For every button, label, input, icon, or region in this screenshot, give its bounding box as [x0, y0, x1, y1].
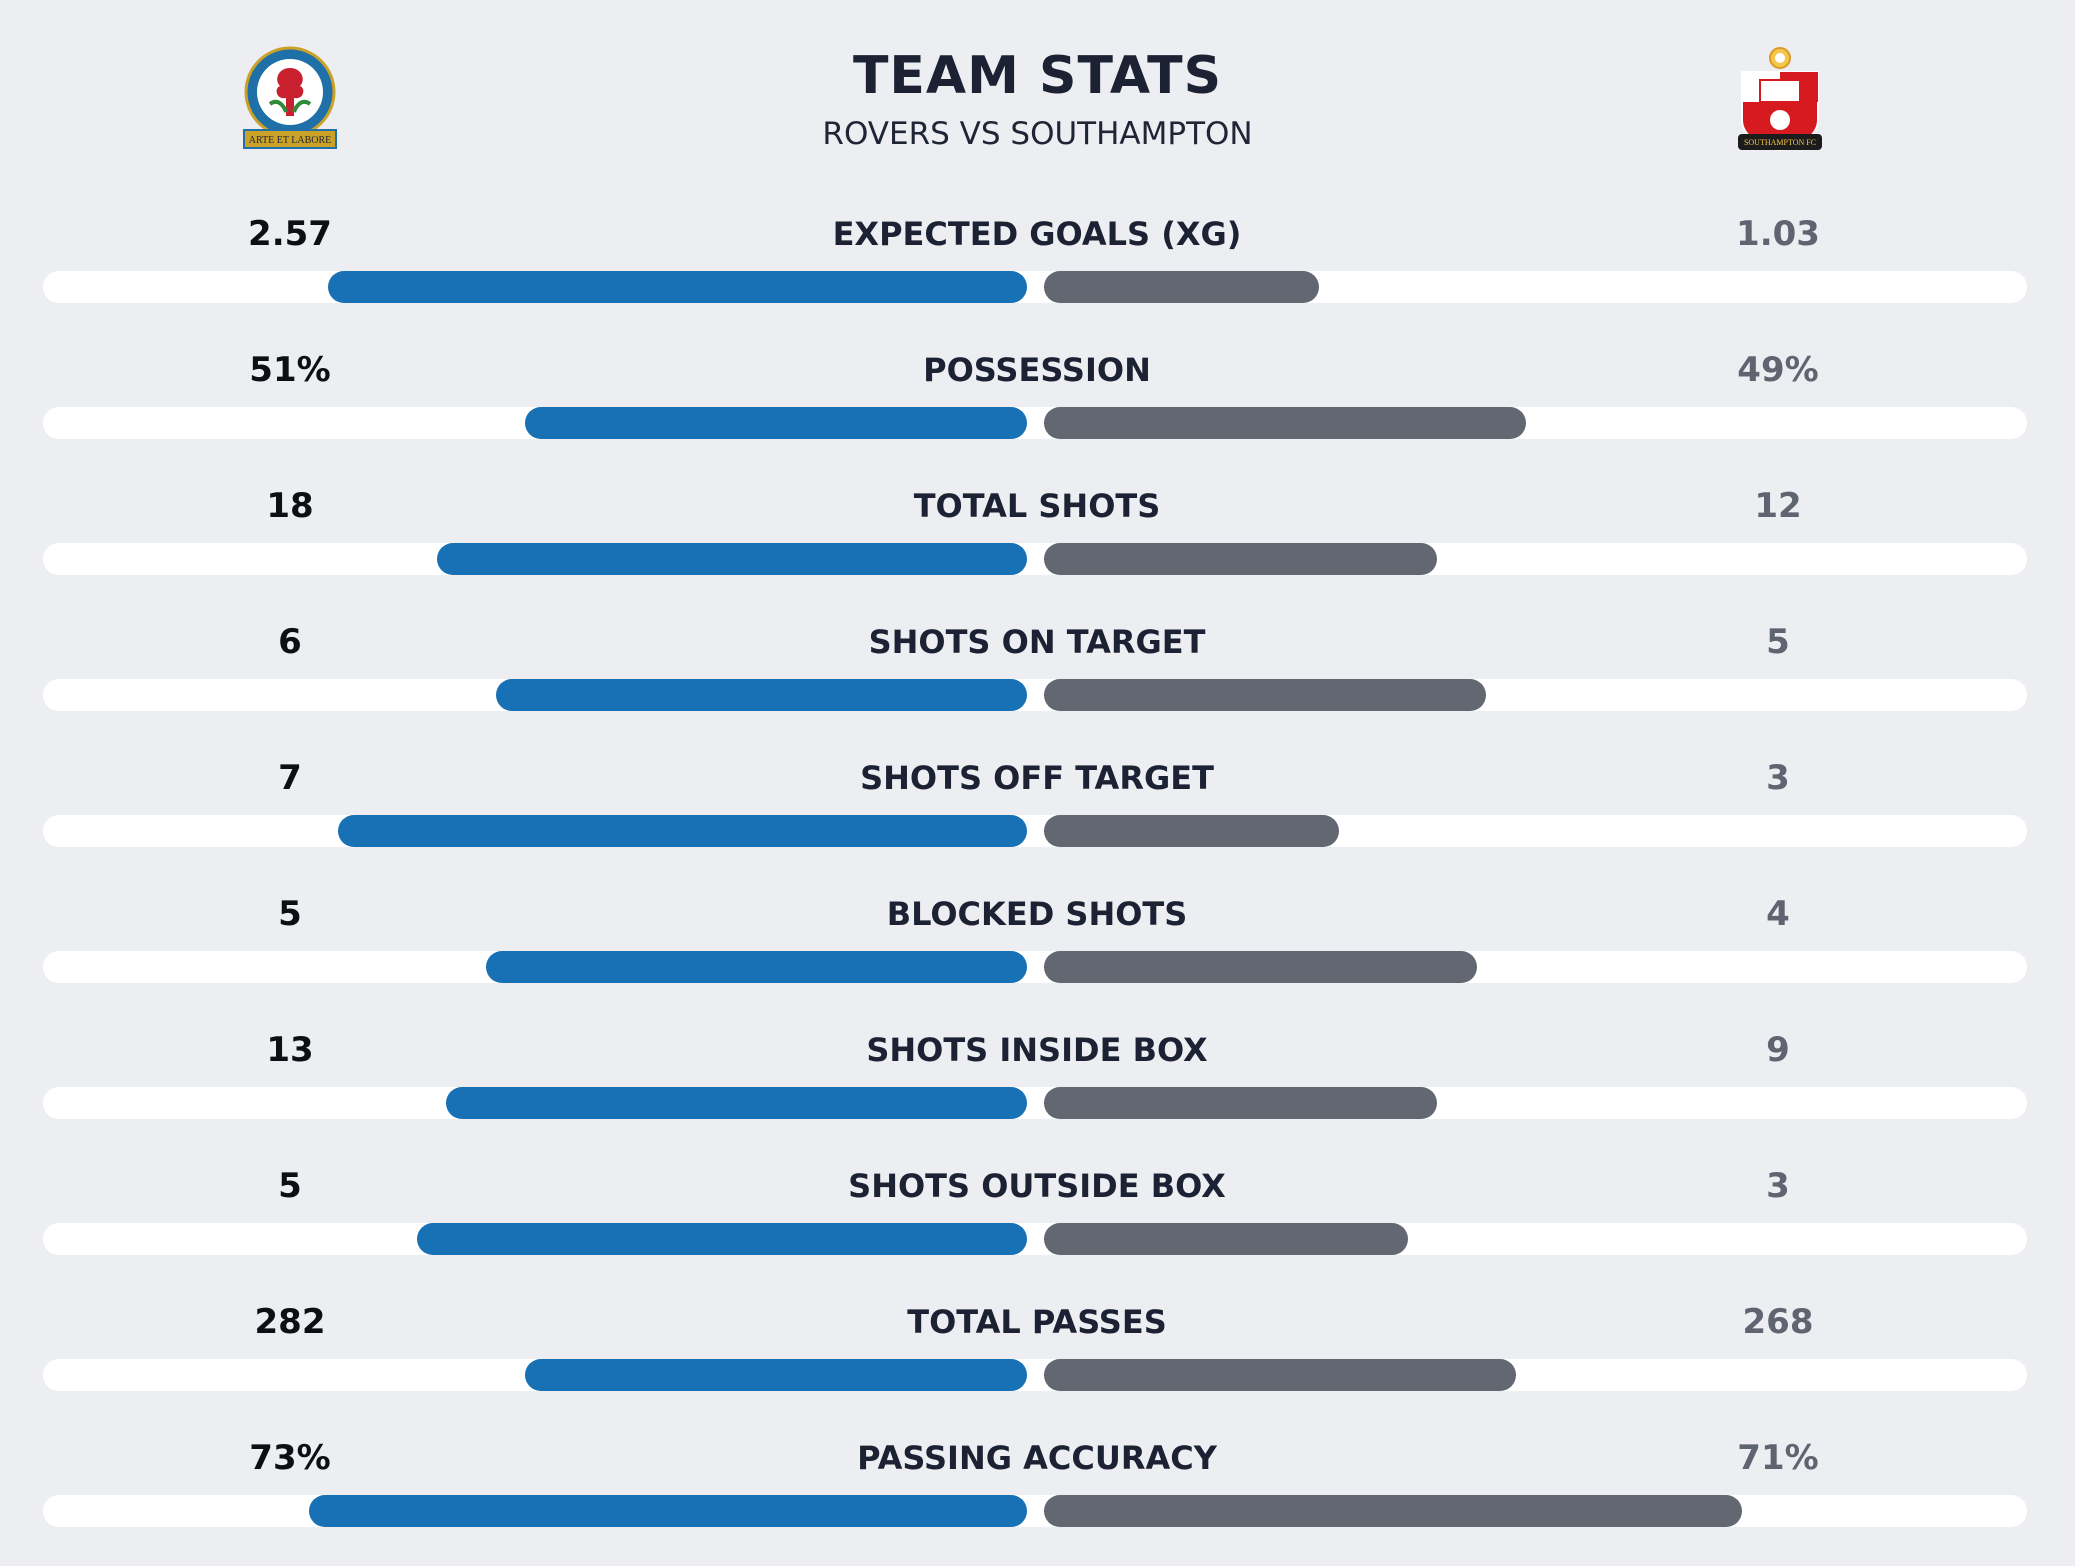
- away-bar: [1044, 271, 1319, 303]
- stat-row: 13 SHOTS INSIDE BOX 9: [0, 1022, 2075, 1158]
- stat-track: [43, 951, 2027, 983]
- stat-row: 5 SHOTS OUTSIDE BOX 3: [0, 1158, 2075, 1294]
- away-logo-text: SOUTHAMPTON FC: [1744, 138, 1816, 147]
- away-bar: [1044, 951, 1477, 983]
- away-value: 4: [1766, 894, 1790, 934]
- stat-row: 51% POSSESSION 49%: [0, 342, 2075, 478]
- home-value: 7: [278, 758, 302, 798]
- page-title: TEAM STATS: [852, 46, 1223, 106]
- home-value: 73%: [249, 1438, 331, 1478]
- home-bar: [328, 271, 1027, 303]
- away-value: 9: [1766, 1030, 1790, 1070]
- stat-row: 73% PASSING ACCURACY 71%: [0, 1430, 2075, 1566]
- away-value: 268: [1742, 1302, 1814, 1342]
- stat-row: 18 TOTAL SHOTS 12: [0, 478, 2075, 614]
- home-bar: [525, 1359, 1027, 1391]
- home-motto-text: ARTE ET LABORE: [249, 135, 332, 146]
- stat-track: [43, 407, 2027, 439]
- home-bar: [437, 543, 1027, 575]
- stat-row: 5 BLOCKED SHOTS 4: [0, 886, 2075, 1022]
- home-bar: [525, 407, 1027, 439]
- home-value: 6: [278, 622, 302, 662]
- page-subtitle: ROVERS VS SOUTHAMPTON: [822, 116, 1253, 152]
- home-value: 282: [254, 1302, 326, 1342]
- stat-label: SHOTS OUTSIDE BOX: [848, 1167, 1226, 1205]
- stat-track: [43, 543, 2027, 575]
- away-value: 12: [1754, 486, 1802, 526]
- stat-label: TOTAL PASSES: [907, 1303, 1167, 1341]
- stat-label: SHOTS INSIDE BOX: [866, 1031, 1208, 1069]
- stat-label: PASSING ACCURACY: [857, 1439, 1217, 1477]
- stat-row: 6 SHOTS ON TARGET 5: [0, 614, 2075, 750]
- away-bar: [1044, 1359, 1516, 1391]
- stat-label: POSSESSION: [923, 351, 1151, 389]
- stat-label: BLOCKED SHOTS: [886, 895, 1188, 933]
- stat-row: 2.57 EXPECTED GOALS (XG) 1.03: [0, 206, 2075, 342]
- home-bar: [338, 815, 1027, 847]
- away-bar: [1044, 1223, 1408, 1255]
- stat-label: SHOTS ON TARGET: [868, 623, 1206, 661]
- away-value: 1.03: [1736, 214, 1820, 254]
- home-value: 18: [266, 486, 314, 526]
- away-value: 5: [1766, 622, 1790, 662]
- away-bar: [1044, 815, 1339, 847]
- home-value: 2.57: [248, 214, 332, 254]
- home-bar: [309, 1495, 1027, 1527]
- home-value: 5: [278, 894, 302, 934]
- away-bar: [1044, 543, 1437, 575]
- stat-track: [43, 1223, 2027, 1255]
- home-bar: [486, 951, 1027, 983]
- away-value: 3: [1766, 1166, 1790, 1206]
- stat-row: 282 TOTAL PASSES 268: [0, 1294, 2075, 1430]
- away-bar: [1044, 1495, 1742, 1527]
- away-value: 49%: [1737, 350, 1819, 390]
- home-bar: [496, 679, 1027, 711]
- stat-row: 7 SHOTS OFF TARGET 3: [0, 750, 2075, 886]
- away-value: 3: [1766, 758, 1790, 798]
- away-bar: [1044, 407, 1526, 439]
- home-bar: [417, 1223, 1027, 1255]
- home-team-logo: ARTE ET LABORE: [240, 46, 340, 154]
- stat-track: [43, 1359, 2027, 1391]
- stat-track: [43, 1087, 2027, 1119]
- home-bar: [446, 1087, 1027, 1119]
- away-bar: [1044, 679, 1486, 711]
- stat-track: [43, 679, 2027, 711]
- away-team-logo: SOUTHAMPTON FC: [1730, 46, 1830, 154]
- away-value: 71%: [1737, 1438, 1819, 1478]
- stat-label: SHOTS OFF TARGET: [860, 759, 1214, 797]
- away-bar: [1044, 1087, 1437, 1119]
- stat-label: EXPECTED GOALS (XG): [832, 215, 1242, 253]
- home-value: 13: [266, 1030, 314, 1070]
- stat-label: TOTAL SHOTS: [913, 487, 1161, 525]
- home-value: 5: [278, 1166, 302, 1206]
- home-value: 51%: [249, 350, 331, 390]
